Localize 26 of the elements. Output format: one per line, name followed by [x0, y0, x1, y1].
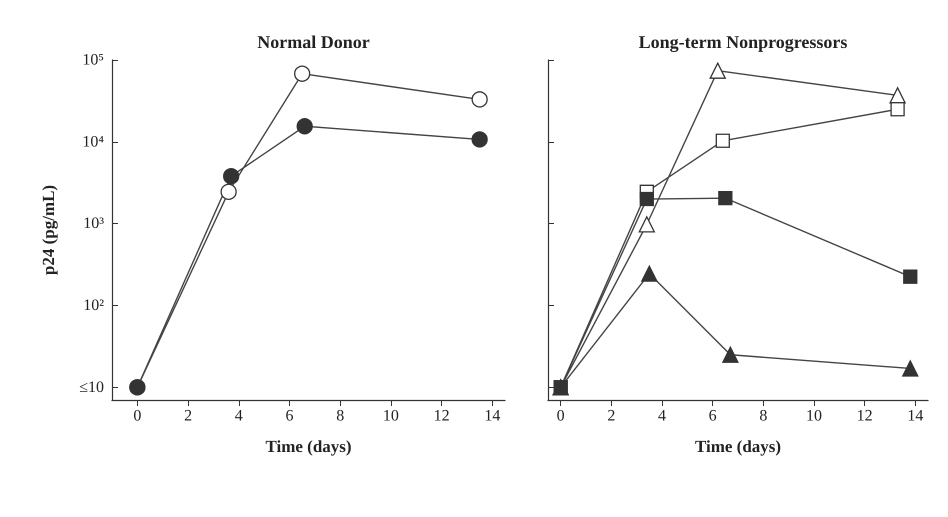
x-axis-title: Time (days): [265, 437, 352, 456]
x-tick-label: 6: [285, 408, 294, 424]
chart-title: Long-term Nonprogressors: [638, 32, 848, 52]
x-tick-label: 14: [484, 408, 500, 424]
y-tick-label: 10³: [83, 215, 104, 232]
x-tick-label: 14: [907, 408, 924, 424]
y-tick-label: 10⁵: [82, 52, 104, 68]
y-tick-label: 10²: [83, 296, 104, 314]
x-tick-label: 0: [556, 408, 565, 424]
x-tick-label: 8: [336, 408, 344, 424]
y-tick-label: ≤10: [79, 378, 104, 396]
x-axis-title: Time (days): [694, 437, 782, 456]
x-tick-label: 6: [708, 408, 717, 424]
x-tick-label: 0: [133, 408, 142, 424]
x-tick-label: 12: [434, 408, 450, 424]
x-tick-label: 4: [234, 408, 243, 424]
x-tick-label: 2: [184, 408, 192, 424]
chart-title: Normal Donor: [257, 32, 370, 52]
x-tick-label: 2: [607, 408, 616, 424]
y-tick-label: 10⁴: [82, 133, 104, 150]
x-tick-label: 4: [658, 408, 666, 424]
y-axis-title: p24 (pg/mL): [39, 184, 58, 276]
x-tick-label: 10: [382, 408, 399, 424]
x-tick-label: 12: [856, 408, 873, 424]
x-tick-label: 10: [806, 408, 822, 424]
x-tick-label: 8: [759, 408, 768, 424]
